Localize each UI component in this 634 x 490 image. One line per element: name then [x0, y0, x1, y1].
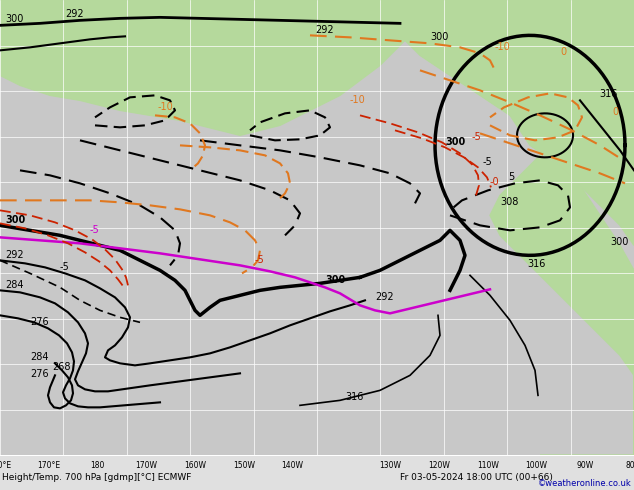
Text: 160°E: 160°E: [0, 461, 11, 470]
Text: -5: -5: [255, 255, 265, 266]
Text: 300: 300: [445, 137, 465, 147]
Text: 276: 276: [30, 318, 49, 327]
Text: ©weatheronline.co.uk: ©weatheronline.co.uk: [538, 479, 632, 488]
Text: 276: 276: [30, 369, 49, 379]
Polygon shape: [390, 0, 634, 245]
Text: 292: 292: [375, 293, 394, 302]
Text: 170°E: 170°E: [37, 461, 60, 470]
Text: 5: 5: [508, 172, 514, 182]
Text: -10: -10: [495, 42, 511, 52]
Text: 130W: 130W: [379, 461, 401, 470]
Text: 316: 316: [345, 392, 363, 402]
Text: 90W: 90W: [576, 461, 594, 470]
Text: 308: 308: [500, 197, 519, 207]
Text: 180: 180: [91, 461, 105, 470]
Polygon shape: [490, 155, 634, 455]
Text: -5: -5: [483, 157, 493, 168]
Text: 292: 292: [315, 25, 333, 35]
Text: 300: 300: [430, 32, 448, 42]
Text: 140W: 140W: [281, 461, 304, 470]
Text: 292: 292: [5, 250, 23, 260]
Text: 150W: 150W: [233, 461, 255, 470]
Text: 160W: 160W: [184, 461, 206, 470]
Text: 0: 0: [560, 48, 566, 57]
Text: 300: 300: [5, 215, 25, 225]
Text: 120W: 120W: [428, 461, 450, 470]
Text: 284: 284: [30, 352, 48, 362]
Text: -5: -5: [90, 225, 100, 235]
Text: 100W: 100W: [526, 461, 548, 470]
Text: 268: 268: [52, 362, 70, 372]
Text: 300: 300: [610, 237, 628, 247]
Polygon shape: [480, 0, 634, 135]
Text: Height/Temp. 700 hPa [gdmp][°C] ECMWF: Height/Temp. 700 hPa [gdmp][°C] ECMWF: [2, 473, 191, 482]
Text: -5: -5: [472, 132, 482, 143]
Text: 110W: 110W: [477, 461, 498, 470]
Text: 292: 292: [65, 9, 84, 19]
Text: -10: -10: [350, 96, 366, 105]
Text: Fr 03-05-2024 18:00 UTC (00+66): Fr 03-05-2024 18:00 UTC (00+66): [400, 473, 553, 482]
Polygon shape: [0, 0, 460, 70]
Text: -0: -0: [490, 177, 500, 187]
Text: 80W: 80W: [625, 461, 634, 470]
Text: 0: 0: [612, 107, 618, 117]
Text: 300: 300: [5, 14, 23, 24]
Text: 300: 300: [325, 275, 346, 285]
Text: -5: -5: [60, 262, 70, 272]
Text: 170W: 170W: [135, 461, 157, 470]
Polygon shape: [0, 0, 430, 135]
Text: 316: 316: [599, 89, 618, 99]
Text: 316: 316: [527, 259, 545, 270]
Text: 284: 284: [5, 280, 23, 291]
Text: -10: -10: [158, 102, 174, 112]
